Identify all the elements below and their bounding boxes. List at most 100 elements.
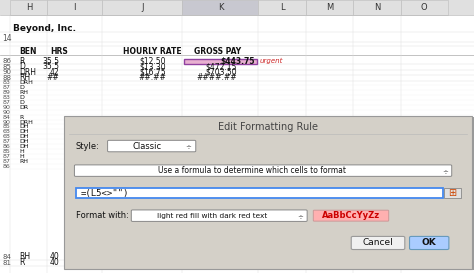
Bar: [10, 0, 47, 15]
Text: DH: DH: [19, 139, 28, 144]
Text: 14: 14: [2, 34, 12, 43]
Text: R: R: [19, 57, 24, 66]
Text: K: K: [218, 3, 223, 12]
Text: 87: 87: [2, 154, 10, 159]
Text: $13.30: $13.30: [139, 63, 166, 71]
Text: R: R: [19, 115, 23, 120]
Text: R: R: [19, 258, 24, 267]
Text: DR: DR: [19, 105, 28, 110]
Text: HRS: HRS: [50, 48, 67, 56]
Text: 86: 86: [2, 144, 10, 149]
FancyBboxPatch shape: [351, 236, 405, 250]
Bar: [353, 0, 401, 15]
Text: ####.##: ####.##: [196, 73, 237, 82]
FancyBboxPatch shape: [108, 140, 196, 152]
Text: 87: 87: [2, 85, 10, 90]
Text: H: H: [26, 3, 32, 12]
Text: O: O: [421, 3, 428, 12]
Text: $703.50: $703.50: [205, 68, 237, 77]
Text: 90: 90: [2, 69, 11, 75]
Text: DRH: DRH: [19, 120, 33, 124]
Text: 86: 86: [2, 58, 11, 64]
Text: urgent: urgent: [260, 58, 283, 64]
Text: $19.50: $19.50: [139, 258, 166, 267]
Text: 35.5: 35.5: [42, 63, 59, 71]
Text: $472.15: $472.15: [206, 63, 237, 71]
Text: ÷: ÷: [297, 213, 303, 219]
FancyBboxPatch shape: [410, 236, 449, 250]
Text: L: L: [280, 3, 284, 12]
Text: ##: ##: [46, 73, 59, 82]
Text: 85: 85: [2, 149, 10, 154]
Text: 90: 90: [2, 110, 10, 115]
FancyBboxPatch shape: [313, 210, 389, 221]
Text: $12.50: $12.50: [139, 57, 166, 66]
Bar: [0, 0, 474, 15]
Text: 83: 83: [2, 95, 10, 100]
Text: GROSS PAY: GROSS PAY: [194, 48, 241, 56]
FancyBboxPatch shape: [131, 210, 307, 221]
Bar: [401, 0, 448, 15]
Bar: [102, 0, 182, 15]
Text: HOURLY RATE: HOURLY RATE: [123, 48, 182, 56]
Text: N: N: [374, 3, 380, 12]
Text: 85: 85: [2, 64, 11, 70]
Bar: [182, 0, 258, 15]
Text: H: H: [19, 154, 24, 159]
Text: DH: DH: [19, 134, 28, 139]
Text: 42: 42: [50, 68, 59, 77]
Text: OK: OK: [422, 239, 437, 247]
Text: 81: 81: [2, 260, 11, 266]
Bar: [47, 0, 102, 15]
Text: Use a formula to determine which cells to format: Use a formula to determine which cells t…: [158, 166, 346, 175]
Bar: [444, 188, 461, 198]
Bar: [258, 0, 306, 15]
Text: 86: 86: [2, 164, 10, 169]
Text: $350.00: $350.00: [205, 252, 237, 261]
Text: J: J: [141, 3, 144, 12]
Text: Cancel: Cancel: [363, 239, 393, 247]
FancyBboxPatch shape: [74, 165, 452, 176]
Text: 83: 83: [2, 80, 10, 85]
Bar: [76, 188, 443, 198]
Bar: [306, 0, 353, 15]
Text: 40: 40: [49, 252, 59, 261]
Text: =(L5<>""): =(L5<>""): [81, 189, 129, 197]
Text: ÷: ÷: [443, 168, 448, 174]
Text: RH: RH: [19, 90, 28, 95]
Text: I: I: [73, 3, 76, 12]
Text: Classic: Classic: [133, 142, 162, 150]
Text: 84: 84: [2, 254, 11, 260]
Text: BEN: BEN: [19, 48, 36, 56]
Bar: [184, 59, 257, 64]
Text: 89: 89: [2, 90, 10, 95]
Text: RH: RH: [19, 73, 30, 82]
Text: light red fill with dark red text: light red fill with dark red text: [157, 213, 267, 219]
Text: $780.00: $780.00: [206, 258, 237, 267]
Text: D: D: [19, 63, 25, 71]
Text: DRH: DRH: [19, 80, 33, 85]
Text: 40: 40: [49, 258, 59, 267]
Text: $8.75: $8.75: [144, 252, 166, 261]
Text: ⊞: ⊞: [448, 188, 456, 198]
Text: AaBbCcYyZz: AaBbCcYyZz: [322, 211, 380, 220]
Text: $16.75: $16.75: [139, 68, 166, 77]
Text: ##.##: ##.##: [138, 73, 166, 82]
Text: $443.75: $443.75: [220, 57, 255, 66]
Bar: [64, 116, 472, 269]
Bar: [66, 117, 474, 270]
Text: DH: DH: [19, 124, 28, 129]
Text: 84: 84: [2, 115, 10, 120]
Text: Format with:: Format with:: [76, 211, 129, 220]
Text: 68: 68: [2, 134, 10, 139]
Text: RH: RH: [19, 252, 30, 261]
Text: D: D: [19, 85, 24, 90]
Text: DH: DH: [19, 129, 28, 134]
Text: Beyond, Inc.: Beyond, Inc.: [13, 24, 76, 33]
Text: 90: 90: [2, 105, 10, 110]
Text: 85: 85: [2, 124, 10, 129]
Text: 90: 90: [2, 120, 10, 124]
Text: Style:: Style:: [76, 142, 100, 150]
Text: 87: 87: [2, 159, 10, 164]
Text: 87: 87: [2, 100, 10, 105]
